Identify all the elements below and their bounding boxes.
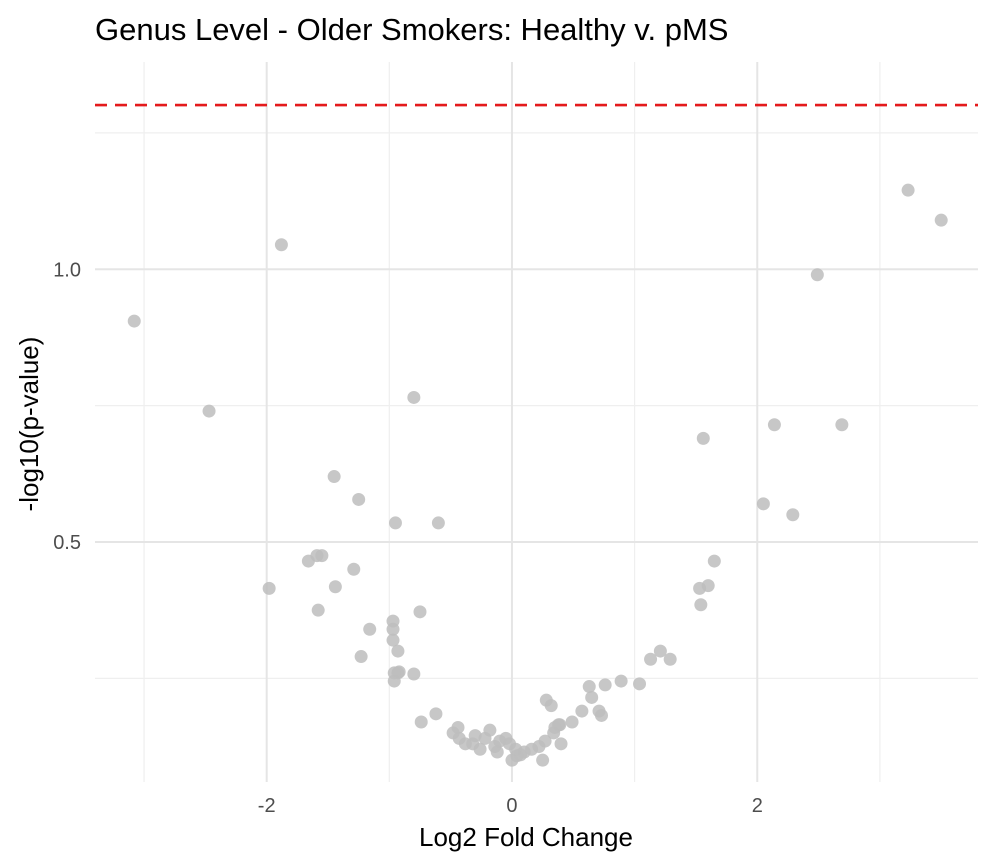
data-point bbox=[553, 718, 567, 732]
data-point bbox=[431, 516, 445, 530]
data-point bbox=[274, 238, 288, 252]
data-point bbox=[701, 579, 715, 593]
data-point bbox=[767, 418, 781, 432]
data-point bbox=[413, 605, 427, 619]
data-point bbox=[901, 183, 915, 197]
data-point bbox=[554, 737, 568, 751]
data-point bbox=[311, 603, 325, 617]
data-point bbox=[633, 677, 647, 691]
data-point bbox=[756, 497, 770, 511]
x-tick-label: 0 bbox=[506, 795, 517, 817]
data-point bbox=[786, 508, 800, 522]
chart-title: Genus Level - Older Smokers: Healthy v. … bbox=[95, 12, 728, 47]
data-point bbox=[565, 715, 579, 729]
data-point bbox=[328, 580, 342, 594]
y-axis-title: -log10(p-value) bbox=[14, 337, 44, 512]
data-point bbox=[386, 622, 400, 636]
data-point bbox=[451, 720, 465, 734]
y-tick-label: 1.0 bbox=[53, 259, 81, 281]
data-point bbox=[352, 492, 366, 506]
data-point bbox=[483, 723, 497, 737]
data-point bbox=[544, 699, 558, 713]
data-point bbox=[663, 652, 677, 666]
data-point bbox=[575, 704, 589, 718]
data-point bbox=[694, 598, 708, 612]
data-point bbox=[473, 742, 487, 756]
data-point bbox=[707, 554, 721, 568]
x-axis-title: Log2 Fold Change bbox=[419, 822, 633, 852]
data-point bbox=[582, 680, 596, 694]
data-point bbox=[407, 390, 421, 404]
data-point bbox=[315, 549, 329, 563]
data-point bbox=[934, 213, 948, 227]
data-point bbox=[429, 707, 443, 721]
data-point bbox=[614, 674, 628, 688]
data-point bbox=[585, 690, 599, 704]
data-point bbox=[414, 715, 428, 729]
data-point bbox=[407, 667, 421, 681]
x-tick-label: 2 bbox=[752, 795, 763, 817]
data-point bbox=[810, 268, 824, 282]
data-point bbox=[598, 678, 612, 692]
grid-layer bbox=[95, 62, 978, 782]
x-tick-label: -2 bbox=[258, 795, 276, 817]
data-point bbox=[386, 633, 400, 647]
data-point bbox=[354, 650, 368, 664]
data-point bbox=[644, 652, 658, 666]
points-layer bbox=[127, 183, 948, 767]
data-point bbox=[388, 516, 402, 530]
data-point bbox=[327, 470, 341, 484]
data-point bbox=[387, 674, 401, 688]
data-point bbox=[127, 314, 141, 328]
data-point bbox=[594, 708, 608, 722]
data-point bbox=[653, 644, 667, 658]
data-point bbox=[696, 431, 710, 445]
data-point bbox=[347, 562, 361, 576]
y-tick-label: 0.5 bbox=[53, 532, 81, 554]
data-point bbox=[536, 753, 550, 767]
data-point bbox=[262, 581, 276, 595]
ticks-layer: -2 0 2 0.5 1.0 bbox=[53, 259, 763, 817]
data-point bbox=[202, 404, 216, 418]
data-point bbox=[538, 734, 552, 748]
data-point bbox=[391, 644, 405, 658]
data-point bbox=[490, 745, 504, 759]
data-point bbox=[363, 622, 377, 636]
data-point bbox=[468, 729, 482, 743]
data-point bbox=[835, 418, 849, 432]
